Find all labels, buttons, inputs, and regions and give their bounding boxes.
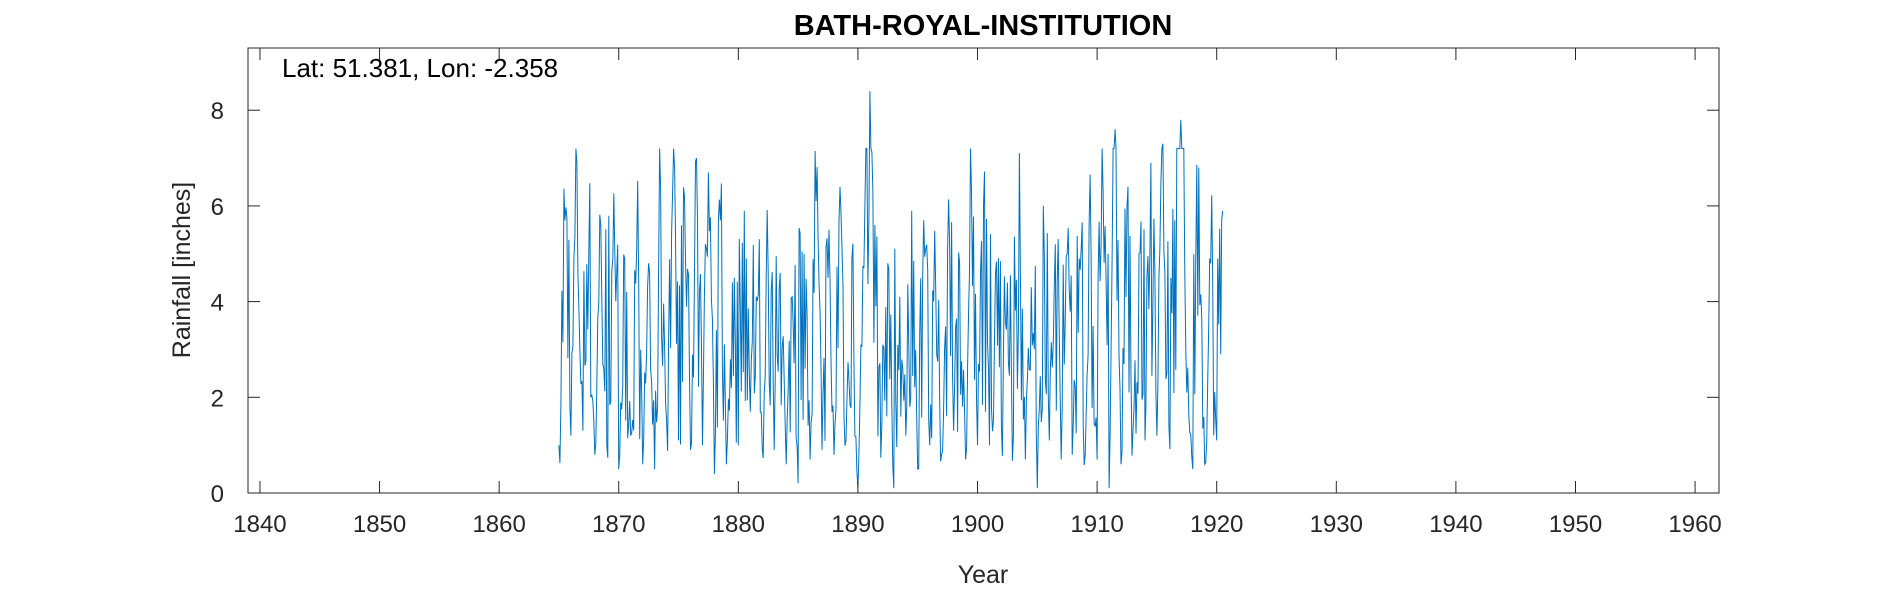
x-tick-label: 1860: [472, 511, 525, 538]
x-axis-label: Year: [958, 561, 1009, 589]
y-tick-label: 0: [211, 481, 224, 508]
x-tick-label: 1940: [1429, 511, 1482, 538]
plot-frame: [247, 47, 1720, 494]
y-tick-label: 4: [211, 290, 224, 317]
x-tick-label: 1920: [1190, 511, 1243, 538]
x-tick-label: 1840: [233, 511, 286, 538]
ticks-layer: 1840 1850 1860 1870 1880 1890 1900 1910 1920 1930…: [211, 48, 1722, 538]
x-tick-label: 1890: [831, 511, 884, 538]
x-tick-label: 1870: [592, 511, 645, 538]
x-tick-label: 1960: [1668, 511, 1721, 538]
y-tick-label: 2: [211, 385, 224, 412]
rainfall-series-line: [558, 91, 1224, 489]
y-axis-label: Rainfall [inches]: [168, 182, 196, 358]
x-tick-label: 1950: [1549, 511, 1602, 538]
y-tick-label: 6: [211, 194, 224, 221]
chart-title: BATH-ROYAL-INSTITUTION: [794, 10, 1173, 42]
location-annotation: Lat: 51.381, Lon: -2.358: [282, 53, 558, 83]
x-tick-label: 1850: [353, 511, 406, 538]
y-tick-label: 8: [211, 98, 224, 125]
x-tick-label: 1930: [1310, 511, 1363, 538]
x-tick-label: 1900: [951, 511, 1004, 538]
x-tick-label: 1880: [712, 511, 765, 538]
x-tick-label: 1910: [1070, 511, 1123, 538]
series-layer: [558, 91, 1224, 489]
